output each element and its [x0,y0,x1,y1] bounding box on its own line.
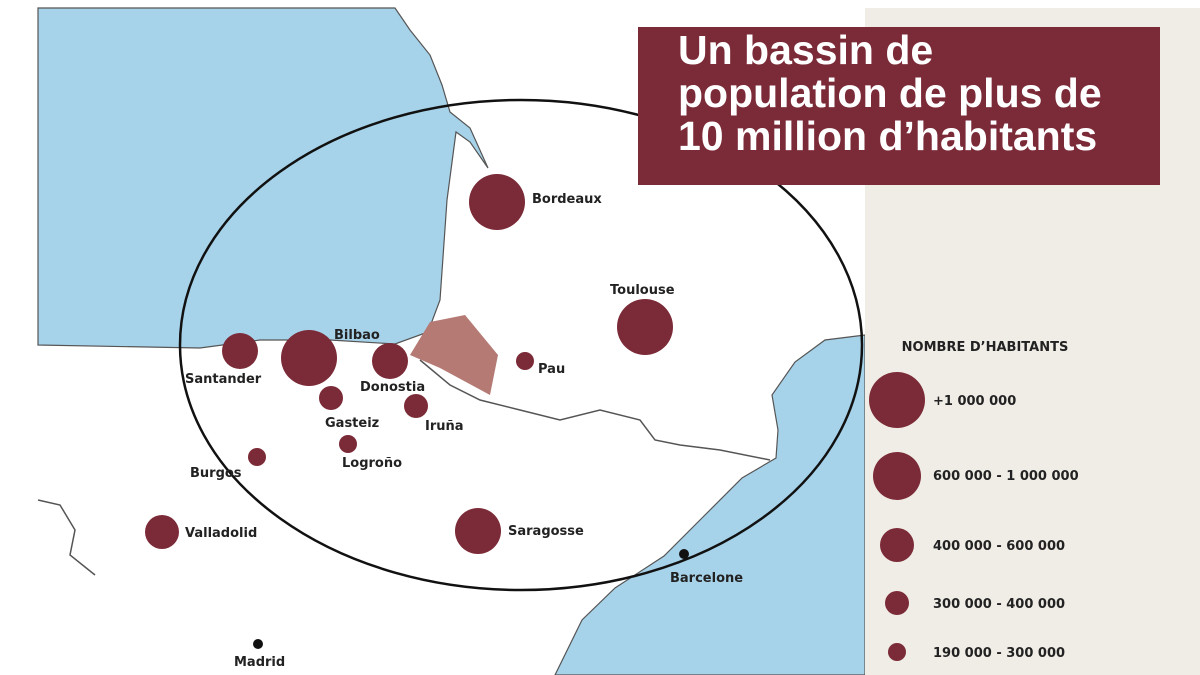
legend-label: 300 000 - 400 000 [933,597,1065,612]
city-label: Bordeaux [532,192,602,207]
city-marker [372,343,408,379]
legend-label: +1 000 000 [933,394,1016,409]
city-markers [145,174,673,554]
city-label: Donostia [360,380,425,395]
atlantic [37,7,489,349]
border [419,359,771,461]
title: population de plus de [678,70,1102,116]
legend-title: NOMBRE D’HABITANTS [902,340,1069,355]
city-marker [339,435,357,453]
title: 10 million d’habitants [678,113,1097,159]
city-marker [281,330,337,386]
city-marker [248,448,266,466]
city-dot [253,639,263,649]
city-label: Santander [185,372,262,387]
radius-circle [178,98,864,592]
city-label: Pau [538,362,565,377]
city-marker [469,174,525,230]
city-label: Madrid [234,655,285,670]
city-marker [319,386,343,410]
city-label: Iruña [425,419,464,434]
city-marker [404,394,428,418]
legend-marker [888,643,906,661]
title: Un bassin de [678,27,933,73]
city-label: Logroño [342,456,402,471]
city-label: Saragosse [508,524,584,539]
city-label: Toulouse [610,283,675,298]
city-label: Burgos [190,466,242,481]
title-box [638,27,1160,185]
city-label: Gasteiz [325,416,379,431]
mediterranean [554,334,866,675]
city-marker [516,352,534,370]
legend-label: 400 000 - 600 000 [933,539,1065,554]
legend-marker [885,591,909,615]
city-dot [679,549,689,559]
basque-country [410,315,498,395]
city-marker [222,333,258,369]
border [37,499,96,576]
city-marker [617,299,673,355]
city-label: Valladolid [185,526,257,541]
legend-marker [869,372,925,428]
legend-marker [873,452,921,500]
legend-label: 190 000 - 300 000 [933,646,1065,661]
legend-label: 600 000 - 1 000 000 [933,469,1079,484]
city-label: Bilbao [334,328,380,343]
legend-marker [880,528,914,562]
city-label: Barcelone [670,571,743,586]
city-marker [455,508,501,554]
city-marker [145,515,179,549]
